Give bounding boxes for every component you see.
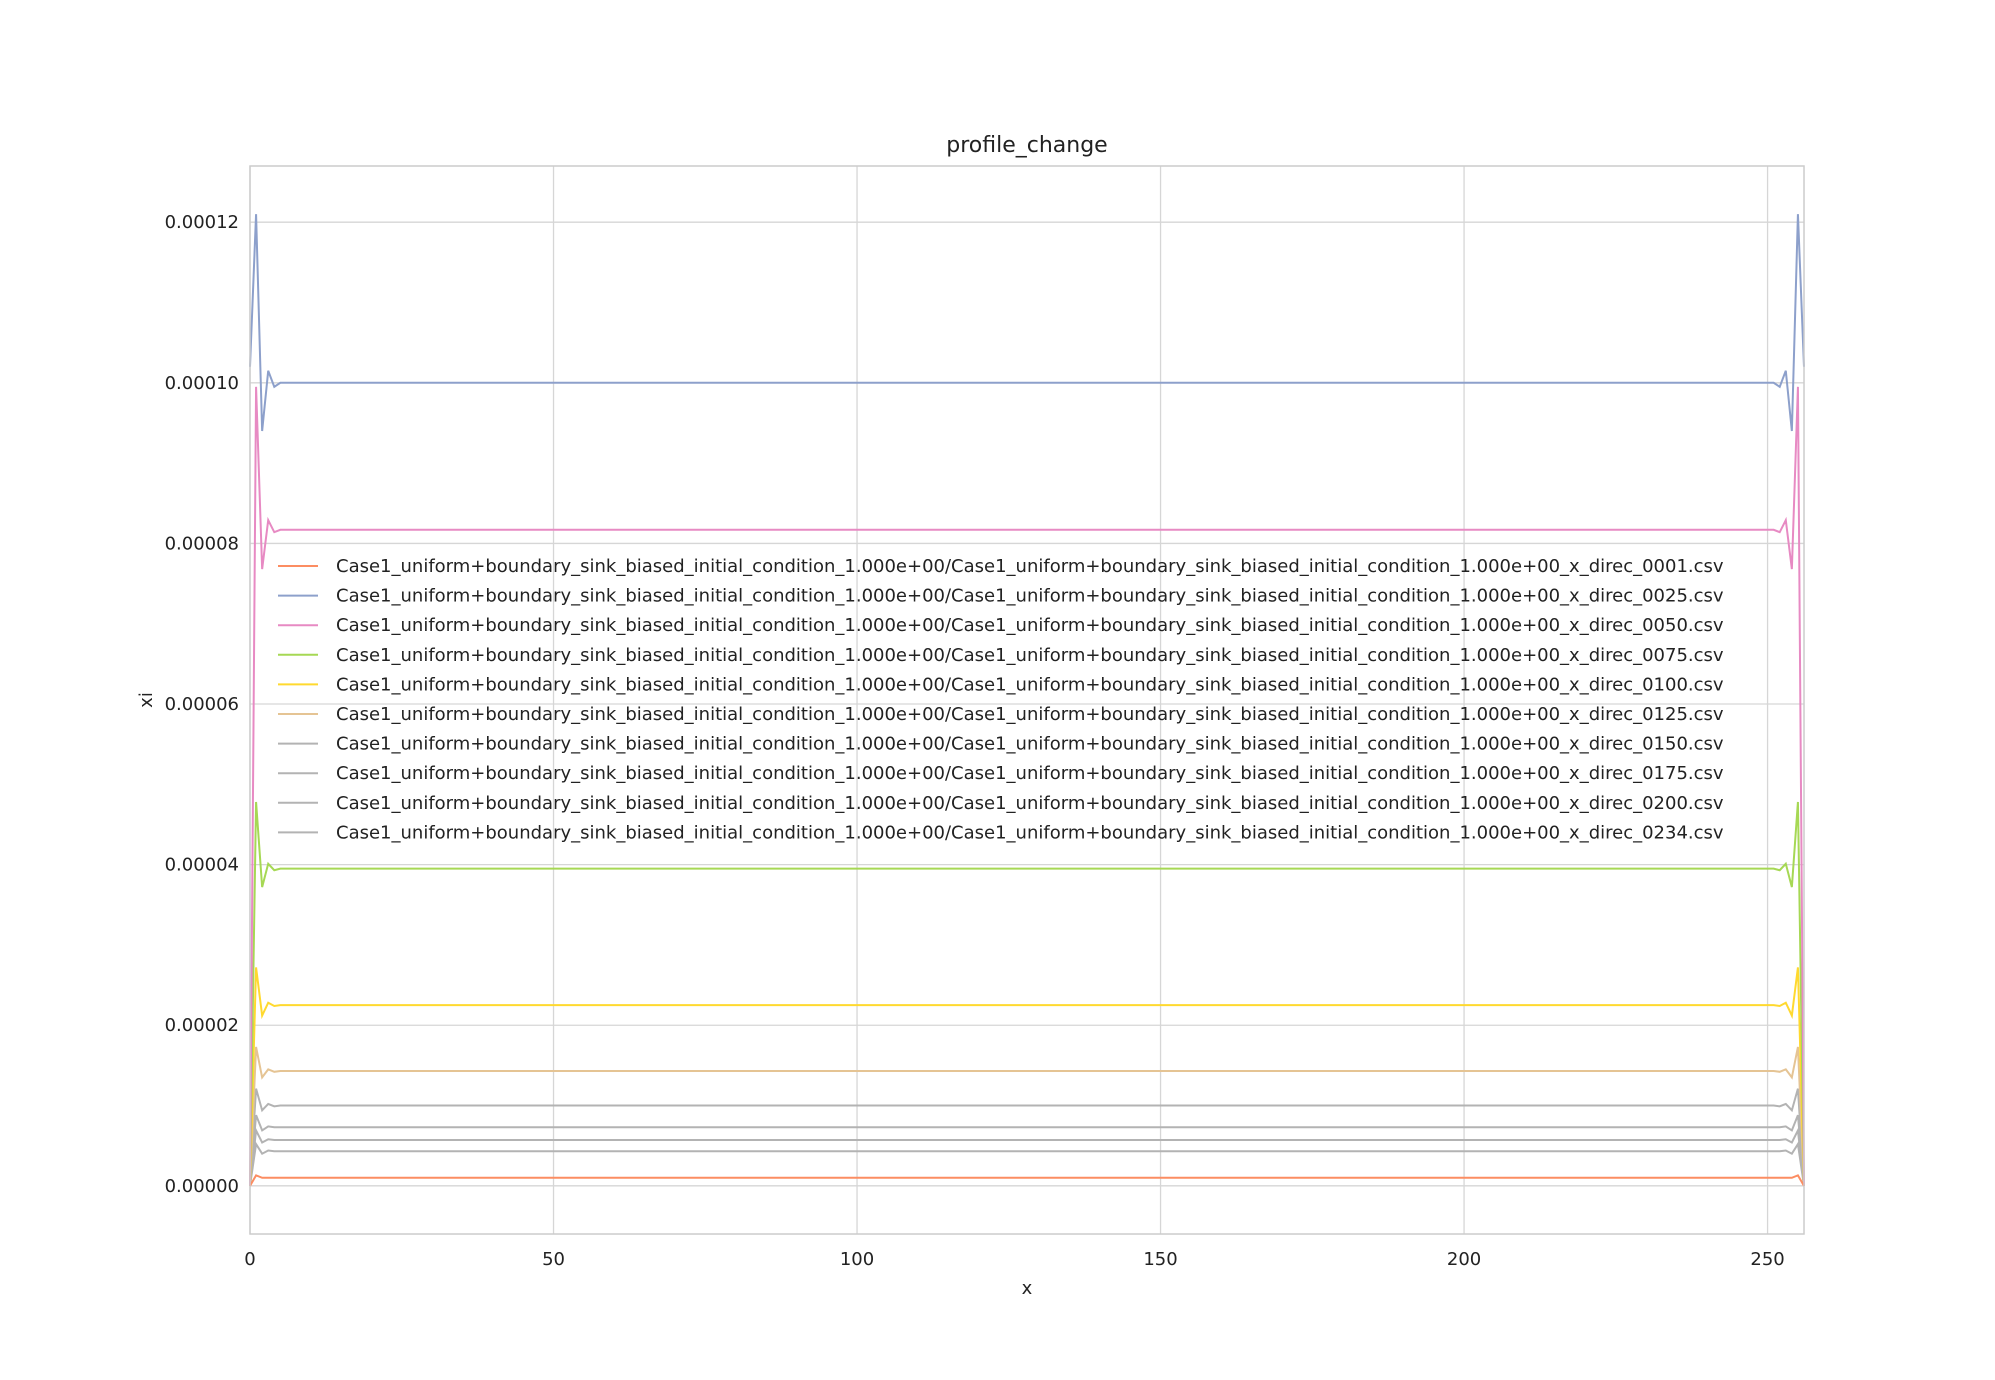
legend-item: Case1_uniform+boundary_sink_biased_initi… <box>278 586 1724 607</box>
legend-label: Case1_uniform+boundary_sink_biased_initi… <box>336 645 1724 666</box>
series-lines <box>249 214 1805 1187</box>
x-tick-label: 250 <box>1750 1249 1784 1270</box>
legend: Case1_uniform+boundary_sink_biased_initi… <box>278 556 1724 843</box>
series-line <box>249 967 1805 1186</box>
y-tick-label: 0.00008 <box>165 533 239 554</box>
x-tick-label: 150 <box>1143 1249 1177 1270</box>
legend-label: Case1_uniform+boundary_sink_biased_initi… <box>336 734 1724 755</box>
x-tick-label: 200 <box>1447 1249 1481 1270</box>
legend-label: Case1_uniform+boundary_sink_biased_initi… <box>336 793 1724 814</box>
x-tick-label: 100 <box>840 1249 874 1270</box>
legend-item: Case1_uniform+boundary_sink_biased_initi… <box>278 674 1724 695</box>
grid-lines <box>249 166 1804 1234</box>
legend-item: Case1_uniform+boundary_sink_biased_initi… <box>278 615 1724 636</box>
legend-item: Case1_uniform+boundary_sink_biased_initi… <box>278 704 1724 725</box>
y-axis-label: xi <box>136 692 157 708</box>
legend-label: Case1_uniform+boundary_sink_biased_initi… <box>336 763 1724 784</box>
x-axis-ticks: 0 50 100 150 200 250 <box>244 1249 1784 1270</box>
legend-label: Case1_uniform+boundary_sink_biased_initi… <box>336 586 1724 607</box>
series-line <box>249 1126 1805 1186</box>
legend-label: Case1_uniform+boundary_sink_biased_initi… <box>336 704 1724 725</box>
legend-label: Case1_uniform+boundary_sink_biased_initi… <box>336 822 1724 843</box>
plot-frame <box>249 165 1805 1235</box>
series-line <box>249 1174 1805 1187</box>
x-axis-label: x <box>1022 1278 1033 1299</box>
legend-item: Case1_uniform+boundary_sink_biased_initi… <box>278 734 1724 755</box>
y-tick-label: 0.00010 <box>165 373 239 394</box>
legend-label: Case1_uniform+boundary_sink_biased_initi… <box>336 674 1724 695</box>
x-tick-label: 50 <box>542 1249 565 1270</box>
legend-item: Case1_uniform+boundary_sink_biased_initi… <box>278 822 1724 843</box>
legend-item: Case1_uniform+boundary_sink_biased_initi… <box>278 763 1724 784</box>
series-line <box>249 1088 1805 1186</box>
y-axis-ticks: 0.00000 0.00002 0.00004 0.00006 0.00008 0.000… <box>165 212 239 1197</box>
y-tick-label: 0.00000 <box>165 1176 239 1197</box>
y-tick-label: 0.00002 <box>165 1015 239 1036</box>
y-tick-label: 0.00012 <box>165 212 239 233</box>
series-line <box>249 386 1805 1186</box>
chart-title: profile_change <box>946 133 1107 158</box>
y-tick-label: 0.00004 <box>165 855 239 876</box>
x-tick-label: 0 <box>244 1249 255 1270</box>
legend-label: Case1_uniform+boundary_sink_biased_initi… <box>336 615 1724 636</box>
legend-item: Case1_uniform+boundary_sink_biased_initi… <box>278 645 1724 666</box>
series-line <box>249 1141 1805 1186</box>
series-line <box>249 801 1805 1186</box>
series-line <box>249 1114 1805 1186</box>
y-tick-label: 0.00006 <box>165 694 239 715</box>
series-line <box>249 1046 1805 1186</box>
legend-item: Case1_uniform+boundary_sink_biased_initi… <box>278 793 1724 814</box>
series-line <box>249 214 1805 432</box>
legend-item: Case1_uniform+boundary_sink_biased_initi… <box>278 556 1724 577</box>
legend-label: Case1_uniform+boundary_sink_biased_initi… <box>336 556 1724 577</box>
